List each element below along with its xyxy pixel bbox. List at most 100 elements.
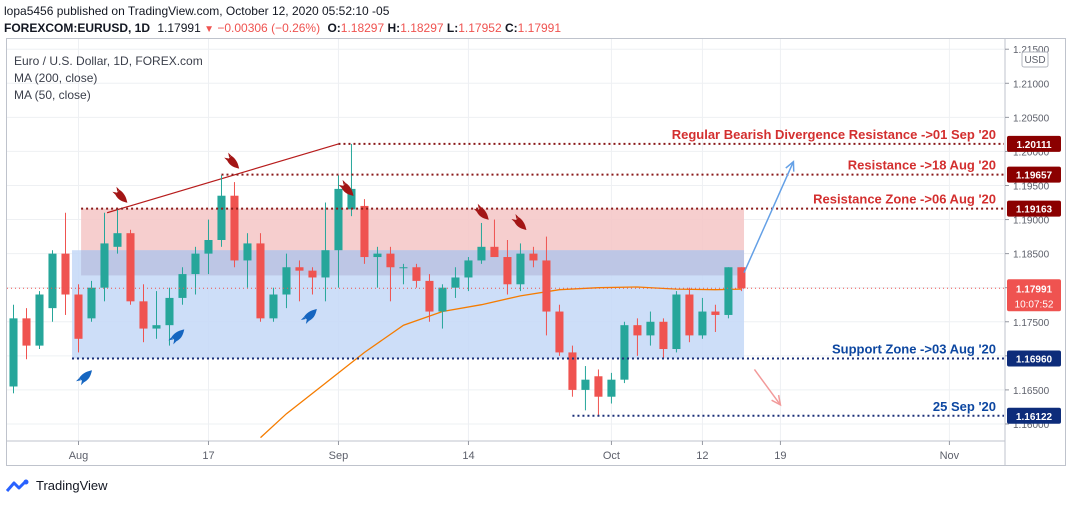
level-20111-label: Regular Bearish Divergence Resistance ->… bbox=[672, 127, 996, 142]
projection-up-arrow-shaft bbox=[743, 161, 795, 274]
candle-body bbox=[529, 253, 538, 261]
price-axis-label: 1.21500 bbox=[1013, 45, 1050, 56]
sell-rocket-icon-fins bbox=[112, 186, 120, 195]
level-19163-tag bbox=[1007, 200, 1061, 217]
buy-rocket-icon-fins bbox=[300, 316, 309, 324]
level-16960-tag-label: 1.16960 bbox=[1016, 355, 1053, 366]
buy-rocket-icon-body bbox=[303, 308, 317, 321]
candle-body bbox=[659, 321, 668, 350]
projection-up-arrow-head bbox=[785, 160, 795, 172]
price-axis-label: 1.16500 bbox=[1013, 386, 1050, 397]
level-19657-tag-label: 1.19657 bbox=[1016, 171, 1053, 182]
sell-rocket-icon bbox=[511, 213, 527, 230]
candle-body bbox=[399, 267, 408, 269]
low-value: 1.17952 bbox=[458, 21, 502, 35]
candle-body bbox=[555, 311, 564, 353]
legend-ma50[interactable]: MA (50, close) bbox=[14, 88, 91, 102]
price-axis-label: 1.18500 bbox=[1013, 250, 1050, 261]
candle-body bbox=[698, 311, 707, 336]
candle-body bbox=[61, 253, 70, 295]
candle-body bbox=[412, 267, 421, 281]
candle-body bbox=[152, 325, 161, 329]
current-price-tag-label: 1.17991 bbox=[1016, 284, 1053, 295]
candle-body bbox=[74, 294, 83, 339]
buy-rocket-icon bbox=[75, 370, 92, 386]
ma50-line bbox=[260, 286, 742, 439]
candle-body bbox=[737, 267, 746, 289]
footer-brand[interactable]: TradingView bbox=[6, 478, 108, 493]
time-axis-label: Sep bbox=[329, 450, 349, 462]
sell-rocket-icon-body bbox=[115, 189, 128, 203]
bar-countdown-label: 10:07:52 bbox=[1015, 299, 1054, 310]
candle-body bbox=[295, 267, 304, 271]
candle-body bbox=[230, 195, 239, 261]
level-16122-tag bbox=[1007, 407, 1061, 424]
candle-body bbox=[321, 250, 330, 278]
sell-rocket-icon bbox=[473, 203, 489, 220]
candle-body bbox=[711, 311, 720, 315]
candle-body bbox=[451, 277, 460, 288]
buy-rocket-icon-body bbox=[78, 370, 92, 383]
candle-body bbox=[503, 257, 512, 285]
sell-rocket-icon-body bbox=[476, 206, 489, 220]
candle-body bbox=[685, 294, 694, 336]
candle-body bbox=[256, 243, 265, 319]
candle-body bbox=[438, 287, 447, 312]
price-axis-label: 1.20500 bbox=[1013, 113, 1050, 124]
sell-rocket-icon-fins bbox=[511, 213, 519, 222]
buy-rocket-icon-body bbox=[171, 329, 185, 342]
projection-down-arrow-head bbox=[771, 394, 782, 407]
sell-rocket-icon-fins bbox=[224, 152, 232, 161]
buy-rocket-icon bbox=[168, 329, 185, 345]
footer-brand-label: TradingView bbox=[36, 478, 108, 493]
candle-body bbox=[100, 243, 109, 288]
time-axis-label: Nov bbox=[940, 450, 960, 462]
sell-rocket-icon-fins bbox=[338, 179, 346, 188]
level-16960-tag bbox=[1007, 350, 1061, 367]
sell-rocket-icon-fins bbox=[473, 203, 481, 212]
level-20111-tag-label: 1.20111 bbox=[1016, 140, 1051, 151]
candle-body bbox=[217, 195, 226, 240]
buy-rocket-icon-fins bbox=[168, 337, 177, 345]
time-axis-label: 19 bbox=[774, 450, 786, 462]
price-axis-label: 1.20000 bbox=[1013, 147, 1050, 158]
candle-body bbox=[22, 318, 31, 346]
legend-title[interactable]: Euro / U.S. Dollar, 1D, FOREX.com bbox=[14, 54, 203, 68]
candle-body bbox=[542, 260, 551, 312]
candle-body bbox=[347, 188, 356, 210]
candle-body bbox=[477, 246, 486, 261]
projection-down-arrow-shaft bbox=[753, 369, 782, 406]
candle-body bbox=[113, 233, 122, 247]
price-change: −0.00306 (−0.26%) bbox=[217, 21, 321, 35]
last-price: 1.17991 bbox=[157, 21, 201, 35]
current-price-tag bbox=[1007, 279, 1061, 312]
legend-ma200[interactable]: MA (200, close) bbox=[14, 71, 98, 85]
candle-body bbox=[165, 297, 174, 326]
candle-body bbox=[35, 294, 44, 346]
down-triangle-icon: ▼ bbox=[204, 24, 214, 35]
level-19163-label: Resistance Zone ->06 Aug '20 bbox=[813, 192, 996, 207]
candle-body bbox=[672, 294, 681, 350]
time-axis-label: Aug bbox=[69, 450, 89, 462]
time-axis-label: Oct bbox=[603, 450, 620, 462]
candle-body bbox=[48, 253, 57, 309]
candle-body bbox=[282, 267, 291, 295]
candle-body bbox=[516, 253, 525, 285]
candle-body bbox=[386, 253, 395, 268]
candle-body bbox=[490, 246, 499, 258]
candle-body bbox=[646, 321, 655, 336]
symbol-name[interactable]: FOREXCOM:EURUSD, 1D bbox=[4, 21, 151, 35]
candle-body bbox=[633, 325, 642, 336]
candle-body bbox=[373, 253, 382, 258]
level-20111-tag bbox=[1007, 135, 1061, 152]
candle-body bbox=[308, 270, 317, 278]
bearish-divergence-trendline bbox=[106, 143, 339, 214]
candle-body bbox=[87, 287, 96, 319]
candle-body bbox=[360, 205, 369, 258]
candle-body bbox=[243, 243, 252, 261]
candle-body bbox=[581, 379, 590, 390]
close-label: C: bbox=[504, 21, 518, 35]
open-value: 1.18297 bbox=[340, 21, 385, 35]
tradingview-logo-icon bbox=[6, 479, 29, 492]
